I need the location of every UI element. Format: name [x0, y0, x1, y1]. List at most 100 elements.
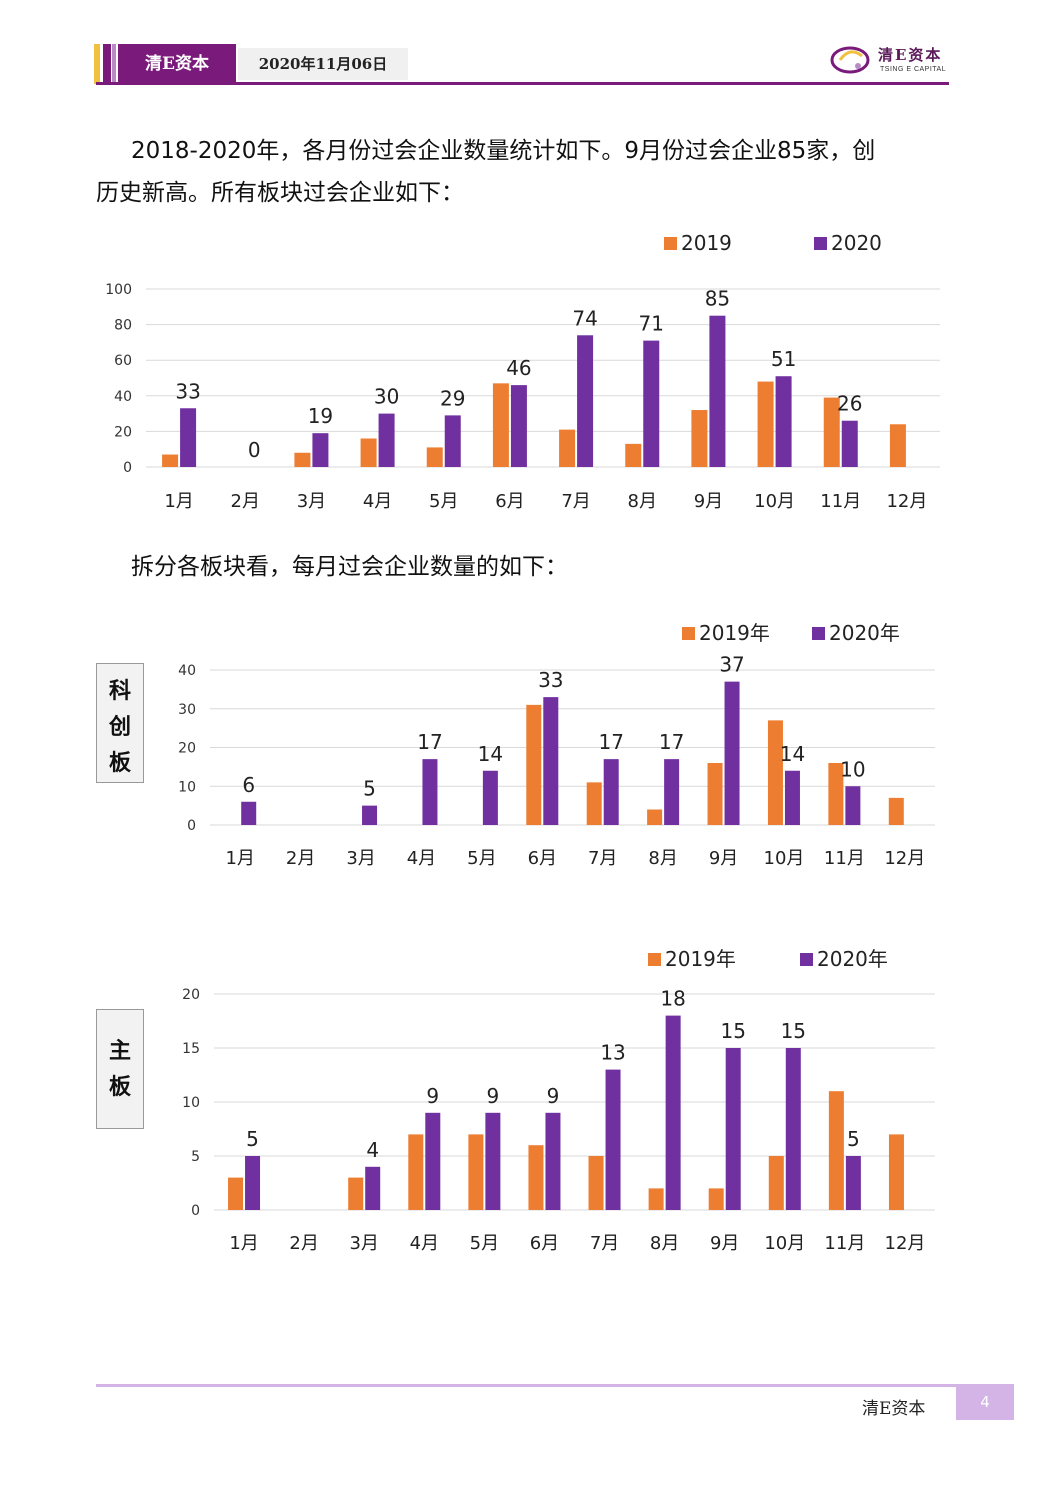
x-category-label: 8月	[648, 848, 677, 869]
bar-2020-1	[180, 408, 197, 467]
x-category-label: 4月	[410, 1233, 439, 1254]
footer-company-name: 清E资本	[862, 1399, 926, 1419]
x-category-label: 9月	[694, 491, 723, 512]
bar-2019-8	[647, 809, 663, 825]
x-category-label: 10月	[754, 491, 795, 512]
bar-2019-8	[625, 443, 642, 467]
y-tick-label: 80	[114, 318, 132, 334]
data-label-2020: 14	[780, 742, 805, 766]
x-category-label: 10月	[764, 1233, 805, 1254]
header-stripe-lavender	[112, 44, 116, 84]
legend-label-2020: 2020年	[829, 621, 900, 645]
x-category-label: 4月	[407, 848, 436, 869]
y-tick-label: 0	[191, 1203, 200, 1219]
x-category-label: 3月	[297, 491, 326, 512]
y-tick-label: 40	[178, 663, 196, 679]
bar-2020-7	[577, 335, 594, 467]
data-label-2020: 6	[242, 773, 255, 797]
star-market-tag: 科 创 板	[96, 663, 144, 783]
bar-2020-10	[785, 1048, 801, 1210]
x-category-label: 7月	[588, 848, 617, 869]
data-label-2020: 19	[308, 404, 333, 428]
bar-2019-9	[691, 410, 708, 467]
header-date: 2020年11月06日	[238, 48, 408, 80]
data-label-2020: 30	[374, 385, 399, 409]
legend-swatch-2020	[800, 953, 813, 966]
bar-2020-8	[643, 340, 660, 467]
bar-2019-7	[586, 782, 602, 825]
data-label-2020: 9	[487, 1084, 500, 1108]
x-category-label: 1月	[225, 848, 254, 869]
y-tick-label: 15	[182, 1041, 200, 1057]
legend-swatch-2019	[664, 237, 677, 250]
x-category-label: 12月	[886, 491, 927, 512]
x-category-label: 10月	[764, 848, 805, 869]
data-label-2020: 9	[426, 1084, 439, 1108]
header-stripe-gold	[94, 44, 100, 84]
bar-2019-12	[889, 424, 906, 467]
x-category-label: 5月	[470, 1233, 499, 1254]
data-label-2020: 4	[366, 1138, 379, 1162]
logo-subtitle: TSING E CAPITAL	[880, 66, 947, 73]
bar-2019-7	[559, 429, 576, 467]
bar-2020-7	[603, 759, 619, 825]
x-category-label: 12月	[884, 848, 925, 869]
data-label-2020: 0	[248, 438, 261, 462]
bar-2020-1	[241, 801, 257, 825]
x-category-label: 11月	[824, 848, 865, 869]
bar-2020-4	[425, 1112, 441, 1210]
main-tag-char-1: 主	[108, 1039, 131, 1064]
x-category-label: 6月	[528, 848, 557, 869]
y-tick-label: 10	[178, 779, 196, 795]
bar-2020-10	[775, 376, 792, 467]
page-number: 4	[956, 1384, 1014, 1420]
bar-2019-1	[162, 454, 179, 467]
bar-2020-8	[665, 1015, 681, 1210]
legend-swatch-2019	[682, 627, 695, 640]
data-label-2020: 17	[598, 730, 623, 754]
x-category-label: 3月	[346, 848, 375, 869]
bar-2019-3	[294, 452, 311, 467]
intro-line-2: 历史新高。所有板块过会企业如下：	[96, 180, 464, 206]
data-label-2020: 37	[719, 653, 744, 677]
x-category-label: 6月	[530, 1233, 559, 1254]
bar-2020-4	[378, 413, 395, 467]
data-label-2020: 29	[440, 386, 465, 410]
bar-2020-11	[845, 1156, 861, 1210]
bar-2020-3	[312, 433, 329, 467]
x-category-label: 6月	[495, 491, 524, 512]
x-category-label: 4月	[363, 491, 392, 512]
x-category-label: 7月	[561, 491, 590, 512]
x-category-label: 1月	[229, 1233, 258, 1254]
x-category-label: 9月	[710, 1233, 739, 1254]
data-label-2020: 33	[175, 379, 200, 403]
bar-2020-8	[664, 759, 680, 825]
bar-2020-9	[724, 681, 740, 825]
chart-star-market: 0 10 20 30 40 2019年 2020年 6 1月 2月 5 3月 17 4月 14 5月 33 6月 1…	[178, 621, 935, 869]
header-stripe-purple	[103, 44, 111, 84]
legend-label-2020: 2020	[831, 231, 882, 255]
company-logo-icon	[830, 46, 870, 74]
data-label-2020: 15	[720, 1019, 745, 1043]
bar-2019-7	[588, 1156, 604, 1210]
logo-text: 清E资本	[878, 46, 943, 64]
y-tick-label: 60	[114, 353, 132, 369]
legend-label-2020: 2020年	[817, 947, 888, 971]
bar-2019-11	[828, 763, 844, 825]
x-category-label: 8月	[628, 491, 657, 512]
bar-2020-11	[845, 786, 861, 825]
data-label-2020: 10	[840, 757, 865, 781]
data-label-2020: 26	[837, 392, 862, 416]
bar-2019-4	[360, 438, 377, 467]
legend-label-2019: 2019年	[665, 947, 736, 971]
bar-2019-6	[528, 1145, 544, 1210]
legend-label-2019: 2019	[681, 231, 732, 255]
bar-2020-9	[725, 1048, 741, 1210]
x-category-label: 2月	[231, 491, 260, 512]
data-label-2020: 17	[659, 730, 684, 754]
bar-2020-11	[841, 420, 858, 467]
x-category-label: 7月	[590, 1233, 619, 1254]
bar-2019-11	[823, 397, 840, 467]
data-label-2020: 5	[363, 777, 376, 801]
bar-2019-5	[468, 1134, 484, 1210]
